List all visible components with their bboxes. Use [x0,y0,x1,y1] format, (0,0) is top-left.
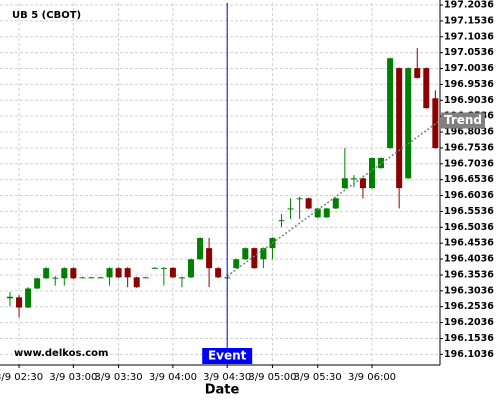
marks [7,48,439,318]
y-tick-label: 196.7536 [444,142,494,153]
candle-body [169,267,176,278]
candle-body [314,208,321,218]
candle-body [323,208,330,218]
candle-body [151,267,158,269]
x-tick-label: 3/9 04:00 [149,372,197,383]
candle-body [142,277,149,279]
y-tick-label: 196.9036 [444,95,494,106]
candle-body [341,178,348,189]
x-axis-label: Date [205,383,240,398]
candle-body [61,268,68,279]
candle-body [16,297,23,308]
y-tick-label: 196.6536 [444,174,494,185]
candle-body [178,277,185,279]
candle-body [215,268,222,278]
trend-label: Trend [444,113,482,127]
candle-body [432,98,439,149]
candle-body [233,259,240,269]
candle-body [359,178,366,189]
candle-body [369,157,375,189]
candle-body [43,268,50,279]
x-tick-label: 3/9 02:30 [0,372,43,383]
candle-body [251,248,258,269]
candle-body [423,68,430,109]
candle-body [287,208,294,210]
candle-body [188,259,194,278]
x-tick-label: 3/9 03:30 [95,372,143,383]
candle-body [260,248,267,260]
candle-body [387,58,394,149]
y-tick-label: 196.2036 [444,317,494,328]
y-tick-label: 197.2036 [444,0,494,11]
y-tick-label: 196.4036 [444,254,494,265]
event-label: Event [208,349,247,363]
candle-body [7,296,13,299]
candle-body [124,268,131,278]
candle-body [97,277,104,279]
y-tick-label: 196.5536 [444,206,494,217]
candle-body [160,267,167,269]
x-tick-label: 3/9 05:00 [248,372,296,383]
candle-body [25,288,32,308]
candle-body [242,248,249,260]
candle-body [405,68,412,179]
y-tick-label: 196.5036 [444,222,494,233]
candle-body [296,198,303,200]
candle-body [52,277,59,279]
y-tick-label: 196.3536 [444,269,494,280]
x-tick-label: 3/9 04:30 [203,372,251,383]
y-tick-label: 197.0536 [444,47,494,58]
chart-title: UB 5 (CBOT) [12,10,81,21]
candle-body [305,198,312,209]
candle-body [197,237,204,260]
y-tick-label: 196.1536 [444,333,494,344]
y-tick-label: 196.4536 [444,238,494,249]
y-tick-label: 197.0036 [444,63,494,74]
candle-body [88,277,95,279]
candle-body [206,248,213,269]
y-tick-label: 196.8036 [444,127,494,138]
x-tick-label: 3/9 05:30 [294,372,342,383]
trend-label-box [441,112,485,129]
y-tick-label: 197.1536 [444,15,494,26]
candle-body [350,178,357,180]
y-tick-label: 196.6036 [444,190,494,201]
candle-body [34,278,41,289]
candle-body [278,220,285,222]
candle-body [106,268,113,278]
candle-body [133,277,140,288]
event-label-box [202,348,253,364]
watermark: www.delkos.com [14,348,108,359]
x-tick-label: 3/9 06:00 [348,372,396,383]
candle-body [378,157,385,169]
y-tick-label: 197.1036 [444,31,494,42]
y-tick-label: 196.2536 [444,301,494,312]
candle-body [414,68,421,78]
y-tick-label: 196.9536 [444,79,494,90]
candle-body [70,268,77,279]
y-tick-label: 196.1036 [444,349,494,360]
y-tick-label: 196.3036 [444,285,494,296]
x-tick-label: 3/9 03:00 [49,372,97,383]
candle-body [115,268,122,278]
candle-body [396,68,403,189]
y-tick-label: 196.7036 [444,158,494,169]
candle-body [332,198,339,209]
candle-body [79,277,86,279]
